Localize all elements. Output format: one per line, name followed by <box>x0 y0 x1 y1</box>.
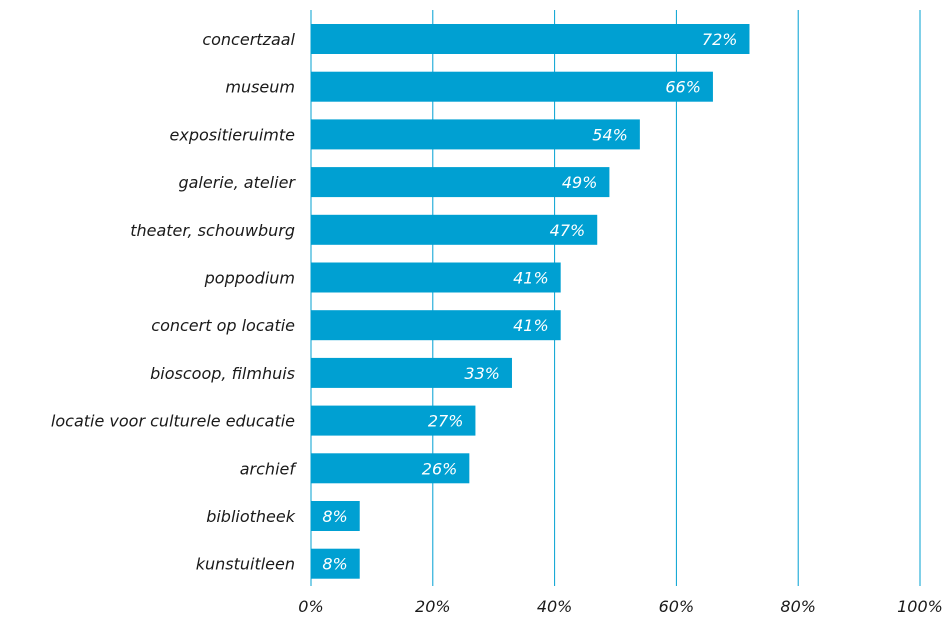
x-tick-label: 20% <box>415 597 451 616</box>
bar <box>311 548 360 579</box>
x-tick-label: 100% <box>897 597 943 616</box>
category-labels: concertzaal museum expositieruimte galerie,… <box>51 30 297 574</box>
category-label: archief <box>240 459 298 478</box>
data-label: 8% <box>322 555 347 574</box>
category-label: concert op locatie <box>151 316 295 335</box>
bar <box>311 501 360 531</box>
bars: 72% 66% 54% 49% 47% 41% 41% 33% 27% 26% 8% 8% <box>311 24 750 579</box>
bar <box>311 119 640 150</box>
category-label: galerie, atelier <box>178 173 296 192</box>
bar <box>311 214 598 245</box>
data-label: 49% <box>562 173 598 192</box>
x-tick-label: 40% <box>537 597 573 616</box>
category-label: expositieruimte <box>170 125 296 144</box>
data-label: 33% <box>464 364 500 383</box>
category-label: bibliotheek <box>206 507 296 526</box>
bar <box>311 24 750 54</box>
bar <box>311 310 561 341</box>
bar <box>311 405 476 436</box>
bar <box>311 453 470 484</box>
category-label: theater, schouwburg <box>130 221 295 240</box>
category-label: museum <box>225 78 295 97</box>
x-tick-label: 60% <box>659 597 695 616</box>
data-label: 27% <box>428 412 464 431</box>
grid-lines <box>310 10 921 586</box>
bar <box>311 71 713 102</box>
x-tick-label: 80% <box>780 597 816 616</box>
category-label: concertzaal <box>202 30 295 49</box>
data-label: 41% <box>513 269 549 288</box>
data-label: 26% <box>422 459 458 478</box>
bar <box>311 262 561 293</box>
category-label: locatie voor culturele educatie <box>51 412 295 431</box>
data-label: 54% <box>592 125 628 144</box>
data-label: 47% <box>550 221 586 240</box>
data-label: 72% <box>702 30 738 49</box>
x-tick-labels: 0% 20% 40% 60% 80% 100% <box>298 597 943 616</box>
data-label: 66% <box>665 78 701 97</box>
data-label: 41% <box>513 316 549 335</box>
data-label: 8% <box>322 507 347 526</box>
category-label: bioscoop, filmhuis <box>150 364 295 383</box>
category-label: poppodium <box>204 269 295 288</box>
x-tick-label: 0% <box>298 597 323 616</box>
category-label: kunstuitleen <box>196 555 295 574</box>
bar <box>311 357 512 388</box>
bar <box>311 167 610 198</box>
